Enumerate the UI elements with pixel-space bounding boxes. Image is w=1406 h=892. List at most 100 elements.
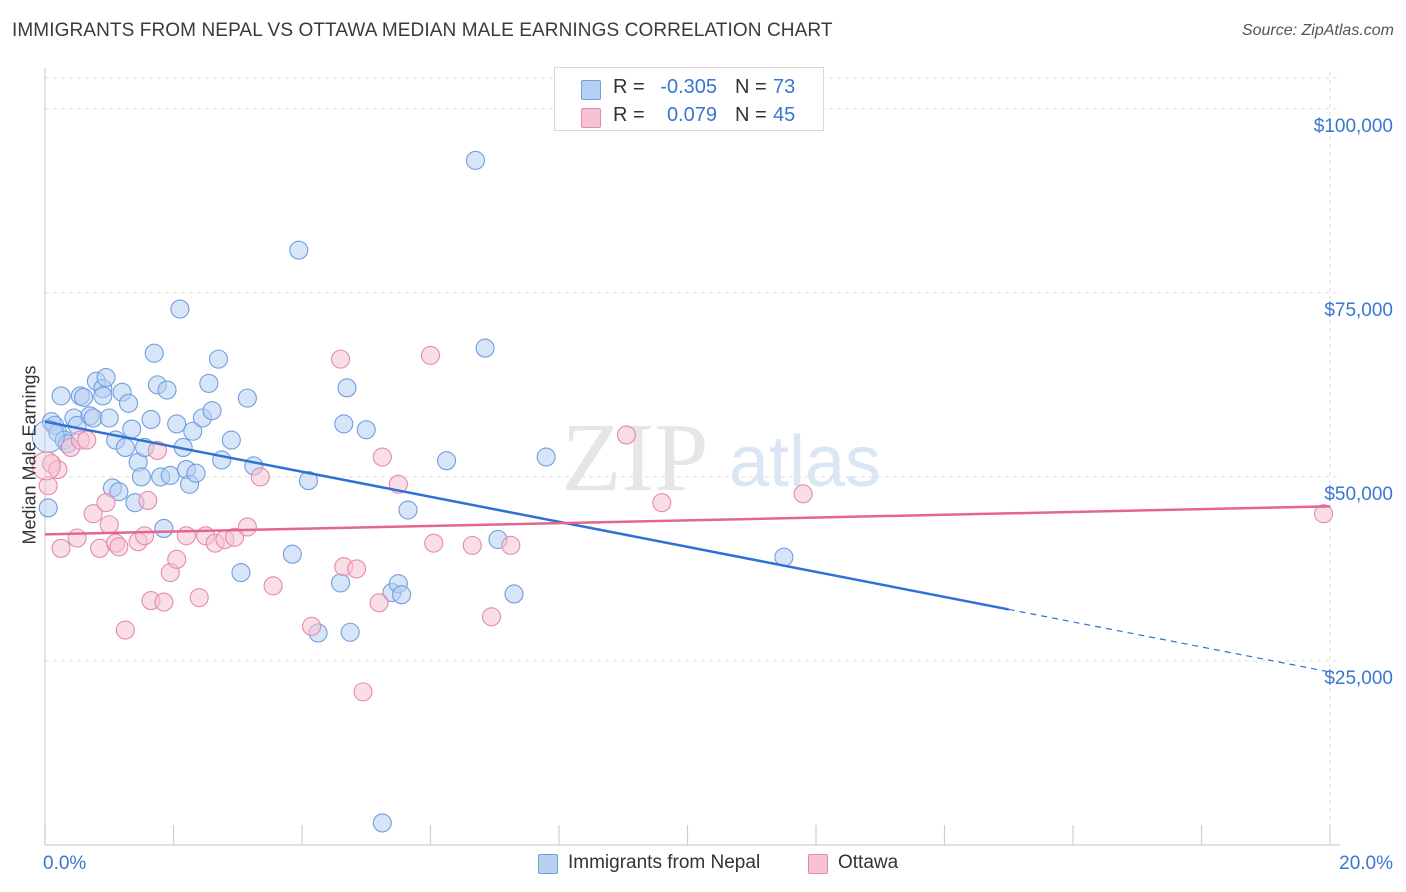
point-ottawa (138, 490, 158, 511)
point-ottawa (263, 576, 283, 596)
point-ottawa (67, 528, 87, 548)
point-nepal (298, 471, 318, 491)
point-nepal (221, 430, 241, 450)
point-nepal (157, 380, 177, 400)
legend-r-value: -0.305 (660, 76, 717, 98)
legend-n-value: 73 (773, 76, 796, 98)
point-ottawa (147, 440, 167, 460)
y-tick-label: $50,000 (1324, 484, 1393, 505)
point-nepal (202, 401, 222, 421)
point-nepal (337, 378, 357, 398)
x-tick-label: 20.0% (1339, 853, 1393, 874)
point-ottawa (424, 533, 444, 553)
point-nepal (465, 150, 486, 170)
point-nepal (99, 408, 119, 428)
point-nepal (122, 419, 142, 439)
point-nepal (115, 437, 135, 458)
point-ottawa (83, 504, 103, 524)
point-ottawa (501, 535, 521, 555)
point-ottawa (420, 345, 441, 365)
point-nepal (437, 451, 457, 471)
series-swatch-ottawa (808, 854, 828, 874)
point-ottawa (48, 459, 68, 480)
legend-n-value: 45 (773, 104, 796, 126)
point-nepal (96, 367, 116, 388)
point-ottawa (302, 616, 322, 636)
point-ottawa (353, 682, 373, 702)
legend-swatch-ottawa (581, 108, 601, 128)
watermark: ZIP atlas (562, 404, 882, 512)
trend-lines (44, 420, 1331, 673)
point-nepal (199, 373, 219, 393)
point-ottawa (154, 592, 174, 612)
point-ottawa (90, 538, 110, 558)
point-ottawa (369, 593, 389, 613)
source-label: Source: ZipAtlas.com (1241, 22, 1394, 39)
legend-row-nepal: R = -0.305 N = 73 (555, 72, 823, 102)
point-nepal (208, 349, 229, 369)
point-ottawa (77, 430, 97, 450)
point-nepal (237, 388, 257, 408)
gridlines (45, 72, 1340, 845)
point-nepal (109, 482, 129, 502)
point-ottawa (224, 527, 245, 547)
legend-r-value: 0.079 (666, 104, 717, 126)
legend-n-label: N = (735, 76, 767, 98)
point-ottawa (330, 349, 351, 369)
legend-swatch-nepal (581, 80, 601, 100)
point-ottawa (1314, 504, 1334, 524)
point-nepal (231, 563, 251, 583)
trend-line-nepal-extension (1008, 608, 1331, 673)
point-nepal (356, 420, 376, 440)
axes (44, 68, 1340, 846)
point-ottawa (135, 526, 155, 546)
point-nepal (51, 386, 71, 406)
point-nepal (93, 386, 113, 406)
point-nepal (167, 414, 187, 434)
point-nepal (170, 299, 190, 319)
watermark-zip: ZIP (562, 404, 709, 512)
point-nepal (536, 447, 556, 467)
tick-labels: $25,000 $50,000 $75,000 $100,000 0.0% 20.0% (43, 116, 1393, 874)
legend-r-label: R = (613, 76, 645, 98)
point-nepal (183, 421, 203, 441)
point-nepal (154, 518, 174, 538)
trend-line-nepal (44, 420, 1009, 611)
point-nepal (186, 463, 206, 483)
legend-n-label: N = (735, 104, 767, 126)
point-nepal (334, 414, 354, 434)
legend-r-label: R = (613, 104, 645, 126)
point-ottawa (347, 559, 367, 579)
point-nepal (289, 240, 309, 260)
point-ottawa (176, 526, 196, 546)
y-tick-label: $75,000 (1324, 300, 1393, 321)
point-nepal (141, 409, 161, 430)
legend-row-ottawa: R = 0.079 N = 45 (555, 100, 823, 130)
point-nepal (372, 813, 392, 833)
point-ottawa (38, 476, 58, 496)
point-ottawa (462, 535, 482, 555)
point-nepal (340, 622, 360, 642)
point-nepal (160, 465, 180, 485)
point-ottawa (51, 538, 71, 558)
point-nepal (144, 343, 164, 363)
point-nepal (398, 500, 418, 520)
y-axis-label: Median Male Earnings (19, 365, 40, 545)
point-ottawa (481, 607, 502, 627)
series-swatch-nepal (538, 854, 558, 874)
point-nepal (131, 467, 151, 487)
y-tick-label: $100,000 (1314, 116, 1393, 137)
point-nepal (392, 585, 412, 605)
point-nepal (475, 338, 495, 358)
correlation-legend: R = -0.305 N = 73 R = 0.079 N = 45 (554, 67, 824, 131)
point-ottawa (31, 451, 61, 481)
point-nepal (38, 498, 58, 518)
series-name-ottawa: Ottawa (838, 852, 899, 873)
chart-title: IMMIGRANTS FROM NEPAL VS OTTAWA MEDIAN M… (12, 20, 833, 41)
point-ottawa (237, 517, 257, 537)
point-ottawa (115, 620, 135, 640)
point-ottawa (793, 484, 813, 504)
series-name-nepal: Immigrants from Nepal (568, 852, 761, 873)
series-legend: Immigrants from Nepal Ottawa (0, 852, 1406, 878)
